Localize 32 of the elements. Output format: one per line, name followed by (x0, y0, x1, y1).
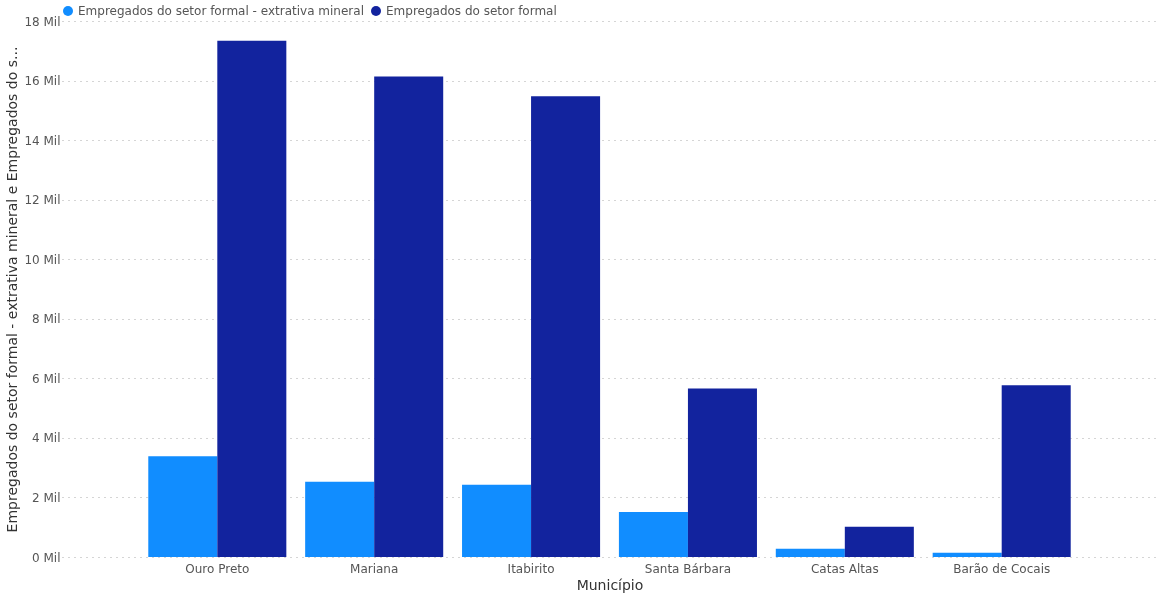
y-tick-label: 4 Mil (32, 431, 61, 446)
bar (618, 512, 688, 557)
y-tick-label: 8 Mil (32, 312, 61, 327)
bar (775, 548, 845, 557)
x-tick-label: Barão de Cocais (953, 561, 1051, 576)
x-tick-label: Santa Bárbara (644, 561, 732, 576)
bar (932, 552, 1002, 557)
x-tick-label: Mariana (350, 561, 399, 576)
bar (374, 76, 444, 557)
bar (217, 40, 287, 557)
bar (305, 481, 375, 557)
x-tick-label: Ouro Preto (185, 561, 250, 576)
y-tick-label: 12 Mil (24, 193, 61, 208)
y-tick-label: 16 Mil (24, 74, 61, 89)
y-tick-label: 10 Mil (24, 252, 61, 267)
legend-label: Empregados do setor formal (386, 4, 557, 18)
y-tick-label: 6 Mil (32, 371, 61, 386)
x-axis-title: Município (576, 576, 644, 593)
bar (844, 526, 914, 557)
y-tick-label: 18 Mil (24, 14, 61, 29)
y-tick-label: 2 Mil (32, 490, 61, 505)
bar (148, 456, 218, 557)
y-axis-title: Empregados do setor formal - extrativa mineral e Empregados do s... (4, 46, 21, 533)
legend-label: Empregados do setor formal - extrativa mineral (78, 4, 364, 18)
y-tick-label: 0 Mil (32, 550, 61, 565)
y-tick-label: 14 Mil (24, 133, 61, 148)
bar (1001, 385, 1071, 557)
bar (462, 484, 532, 557)
bar (687, 388, 757, 557)
bar (531, 96, 601, 557)
x-tick-label: Itabirito (507, 561, 555, 576)
x-tick-label: Catas Altas (810, 561, 879, 576)
